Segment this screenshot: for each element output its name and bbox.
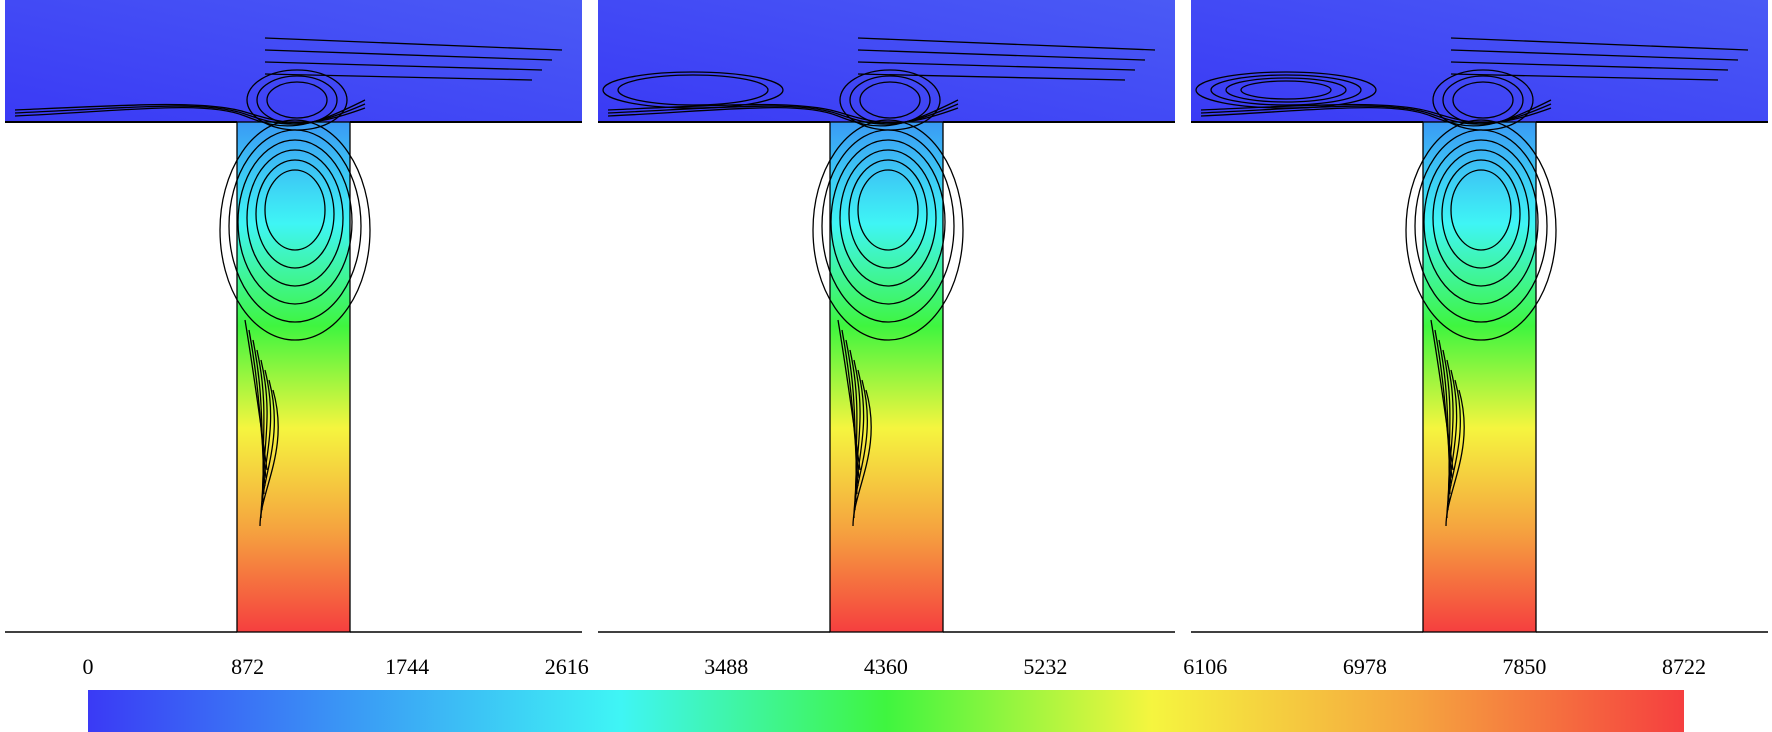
streamline <box>821 129 955 323</box>
streamline <box>1450 61 1729 71</box>
streamline <box>264 49 553 61</box>
streamline <box>264 169 326 251</box>
streamline <box>1195 71 1377 109</box>
streamline <box>264 61 543 71</box>
streamline <box>852 389 872 527</box>
streamline <box>264 37 563 51</box>
streamline <box>830 139 946 305</box>
streamline <box>1450 49 1739 61</box>
streamline <box>1450 73 1719 81</box>
streamline <box>1225 77 1347 103</box>
streamline <box>1445 389 1465 527</box>
colorbar-tick-label: 872 <box>231 654 264 679</box>
colorbar-tick-label: 2616 <box>545 654 589 679</box>
colorbar-tick-label: 7850 <box>1502 654 1546 679</box>
streamline <box>848 159 928 269</box>
streamline <box>1423 139 1539 305</box>
streamline <box>228 129 362 323</box>
colorbar-tick-label: 3488 <box>704 654 748 679</box>
colorbar-tick-label: 6106 <box>1183 654 1227 679</box>
streamline <box>246 149 344 287</box>
streamline <box>1452 81 1514 119</box>
streamline <box>1441 159 1521 269</box>
streamline <box>219 119 371 341</box>
streamline <box>264 73 533 81</box>
streamline <box>859 81 921 119</box>
colorbar-tick-label: 8722 <box>1662 654 1706 679</box>
colorbar: 0 872 1744 2616 3488 4360 5232 6106 6978 7850 8722 <box>83 654 1706 732</box>
streamline <box>255 159 335 269</box>
panel <box>598 0 1175 633</box>
streamline <box>1414 129 1548 323</box>
streamline <box>812 119 964 341</box>
main-channel <box>1191 0 1768 122</box>
streamline <box>857 49 1146 61</box>
panel <box>5 0 582 633</box>
streamline <box>1442 75 1524 125</box>
colorbar-tick-label: 6978 <box>1343 654 1387 679</box>
streamline <box>857 169 919 251</box>
streamline <box>1450 37 1749 51</box>
panel <box>1191 0 1768 633</box>
streamline <box>857 61 1136 71</box>
streamline <box>1450 169 1512 251</box>
colorbar-tick-label: 1744 <box>385 654 429 679</box>
streamline <box>261 369 272 511</box>
main-channel <box>598 0 1175 122</box>
streamline <box>602 71 784 109</box>
streamline <box>854 369 865 511</box>
streamline <box>857 73 1126 81</box>
colorbar-bar <box>88 690 1684 732</box>
main-channel <box>5 0 582 122</box>
streamline <box>617 74 769 106</box>
colorbar-tick-label: 0 <box>83 654 94 679</box>
streamline <box>839 149 937 287</box>
streamline <box>256 75 338 125</box>
colorbar-tick-label: 5232 <box>1023 654 1067 679</box>
streamline <box>1240 80 1332 100</box>
streamline <box>1210 74 1362 106</box>
streamline <box>853 379 868 519</box>
streamline <box>1447 369 1458 511</box>
streamline <box>260 379 275 519</box>
panels <box>5 0 1768 633</box>
streamline <box>857 37 1156 51</box>
streamline <box>259 389 279 527</box>
colorbar-tick-label: 4360 <box>864 654 908 679</box>
streamline <box>1405 119 1557 341</box>
streamline <box>266 81 328 119</box>
streamline <box>849 75 931 125</box>
streamline <box>1446 379 1461 519</box>
streamline <box>237 139 353 305</box>
streamline <box>1432 149 1530 287</box>
